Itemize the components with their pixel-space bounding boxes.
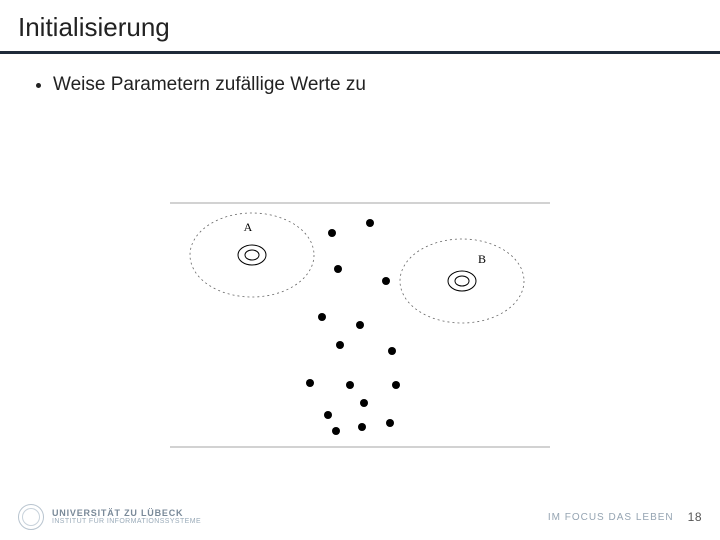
- page-number: 18: [688, 510, 702, 524]
- bullet-row: Weise Parametern zufällige Werte zu: [30, 74, 690, 96]
- bullet-dot-icon: [36, 83, 41, 88]
- bullet-text: Weise Parametern zufällige Werte zu: [53, 74, 366, 96]
- body: Weise Parametern zufällige Werte zu: [0, 54, 720, 96]
- footer-right: IM FOCUS DAS LEBEN 18: [548, 510, 702, 524]
- uni-line2: INSTITUT FÜR INFORMATIONSSYSTEME: [52, 518, 201, 526]
- footer-left: UNIVERSITÄT ZU LÜBECK INSTITUT FÜR INFOR…: [18, 504, 201, 530]
- figure: AB: [160, 185, 560, 465]
- svg-text:B: B: [478, 252, 486, 266]
- scatter-figure-svg: AB: [160, 185, 560, 465]
- motto: IM FOCUS DAS LEBEN: [548, 512, 674, 523]
- uni-line1: UNIVERSITÄT ZU LÜBECK: [52, 508, 201, 518]
- slide: Initialisierung Weise Parametern zufälli…: [0, 0, 720, 540]
- university-seal-icon: [18, 504, 44, 530]
- page-title: Initialisierung: [0, 0, 720, 51]
- footer: UNIVERSITÄT ZU LÜBECK INSTITUT FÜR INFOR…: [0, 496, 720, 540]
- svg-text:A: A: [244, 220, 253, 234]
- university-text: UNIVERSITÄT ZU LÜBECK INSTITUT FÜR INFOR…: [52, 508, 201, 526]
